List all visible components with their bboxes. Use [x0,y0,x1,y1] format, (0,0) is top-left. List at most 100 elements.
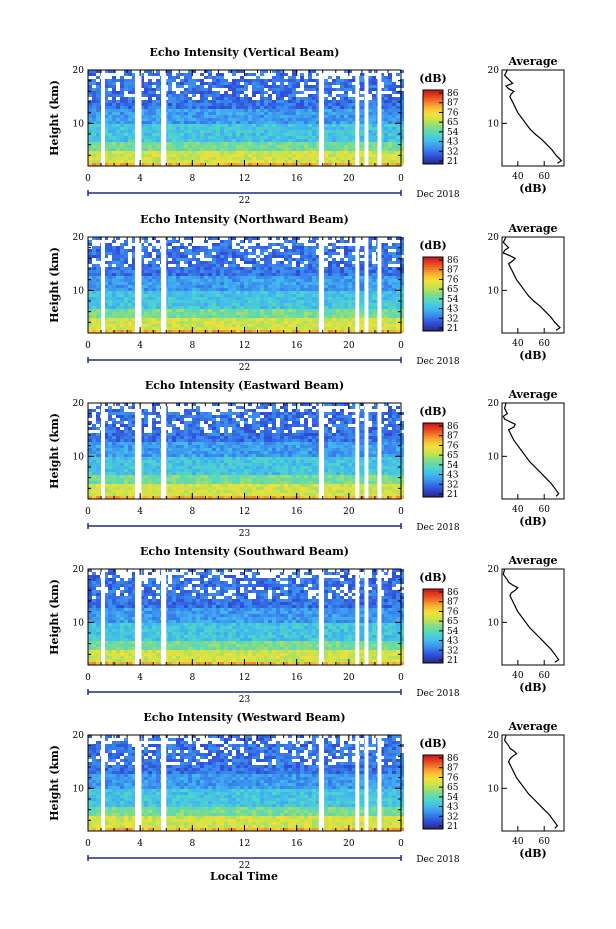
data-gap [355,403,360,499]
y-tick-label: 20 [73,233,85,243]
data-gap [355,70,360,166]
data-gap [161,735,167,831]
panel-5: Echo Intensity (Westward Beam) 20 10 Height… [48,711,565,871]
average-title: Average [507,55,557,68]
colorbar-tick-label: 32 [447,147,458,157]
x-tick-label: 16 [291,673,303,683]
average-frame [501,568,565,666]
x-tick-label: 8 [189,341,195,351]
average-x-tick-label: 40 [512,505,524,515]
data-gap [364,70,369,166]
y-axis-label: Height (km) [48,579,61,655]
data-gap [161,569,167,665]
date-label: Dec 2018 [416,855,460,865]
x-tick-label: 20 [343,839,355,849]
data-gap [134,237,142,333]
x-tick-label: 12 [239,839,250,849]
x-tick-label: 8 [189,174,195,184]
panel-title: Echo Intensity (Vertical Beam) [149,46,339,59]
data-gap [101,403,105,499]
panel-title: Echo Intensity (Southward Beam) [140,545,349,558]
x-tick-label: 20 [343,507,355,517]
average-frame [501,402,565,500]
colorbar-tick-label: 65 [447,285,459,295]
x-tick-label: 12 [239,174,250,184]
average-x-label: (dB) [519,515,546,528]
data-gap [134,70,142,166]
x-tick-label: 12 [239,341,250,351]
colorbar-unit: (dB) [419,72,446,85]
average-x-tick-label: 60 [538,339,550,349]
x-tick-label: 0 [398,507,404,517]
colorbar-tick-label: 76 [447,607,459,617]
colorbar-tick-label: 54 [447,461,459,471]
average-x-tick-label: 60 [538,505,550,515]
x-tick-label: 20 [343,341,355,351]
colorbar-tick-label: 54 [447,627,459,637]
panel-4: Echo Intensity (Southward Beam) 20 10 Heigh… [48,545,565,705]
x-tick-label: 0 [398,174,404,184]
average-x-label: (dB) [519,349,546,362]
average-profile-line [502,402,560,497]
average-x-label: (dB) [519,847,546,860]
data-gap [377,70,382,166]
colorbar-tick-label: 65 [447,617,459,627]
average-x-label: (dB) [519,681,546,694]
average-x-label: (dB) [519,182,546,195]
y-axis-label: Height (km) [48,80,61,156]
average-x-tick-label: 40 [512,339,524,349]
y-axis-label: Height (km) [48,413,61,489]
data-gap [161,237,167,333]
day-label: 22 [239,861,250,871]
x-tick-label: 16 [291,174,303,184]
panel-1: Echo Intensity (Vertical Beam) 20 10 Height… [48,46,565,206]
x-tick-label: 4 [137,174,143,184]
colorbar-unit: (dB) [419,239,446,252]
panel-title: Echo Intensity (Northward Beam) [140,213,349,226]
colorbar-tick-label: 21 [447,324,458,334]
panel-title: Echo Intensity (Westward Beam) [143,711,345,724]
x-tick-label: 4 [137,839,143,849]
colorbar-tick-label: 43 [447,803,459,813]
average-y-tick-label: 20 [488,399,500,409]
average-profile-line [503,734,559,829]
average-profile: Average 20 10 40 60(dB) [488,55,565,195]
colorbar-tick-label: 86 [447,588,459,598]
average-x-tick-label: 60 [538,172,550,182]
average-x-tick-label: 60 [538,837,550,847]
data-gap [101,237,105,333]
colorbar-tick-label: 54 [447,295,459,305]
average-frame [501,734,565,832]
x-tick-label: 0 [85,839,91,849]
x-tick-label: 4 [137,673,143,683]
day-label: 23 [239,695,251,705]
average-y-tick-label: 10 [488,286,500,296]
average-title: Average [507,720,557,733]
data-gap [101,735,105,831]
data-gap [318,70,325,166]
x-tick-label: 4 [137,341,143,351]
colorbar-tick-label: 86 [447,256,459,266]
x-tick-label: 4 [137,507,143,517]
average-x-tick-label: 40 [512,172,524,182]
y-axis-label: Height (km) [48,247,61,323]
colorbar-tick-label: 76 [447,108,459,118]
colorbar-unit: (dB) [419,405,446,418]
data-gap [364,735,369,831]
y-tick-label: 20 [73,399,85,409]
colorbar-tick-label: 76 [447,441,459,451]
y-tick-label: 10 [73,286,85,296]
average-y-tick-label: 20 [488,565,500,575]
average-title: Average [507,554,557,567]
x-tick-label: 8 [189,673,195,683]
x-tick-label: 0 [85,507,91,517]
colorbar-tick-label: 87 [447,598,459,608]
y-tick-label: 10 [73,618,85,628]
data-gap [355,735,360,831]
colorbar-tick-label: 21 [447,157,458,167]
colorbar-tick-label: 87 [447,99,459,109]
x-tick-label: 20 [343,174,355,184]
